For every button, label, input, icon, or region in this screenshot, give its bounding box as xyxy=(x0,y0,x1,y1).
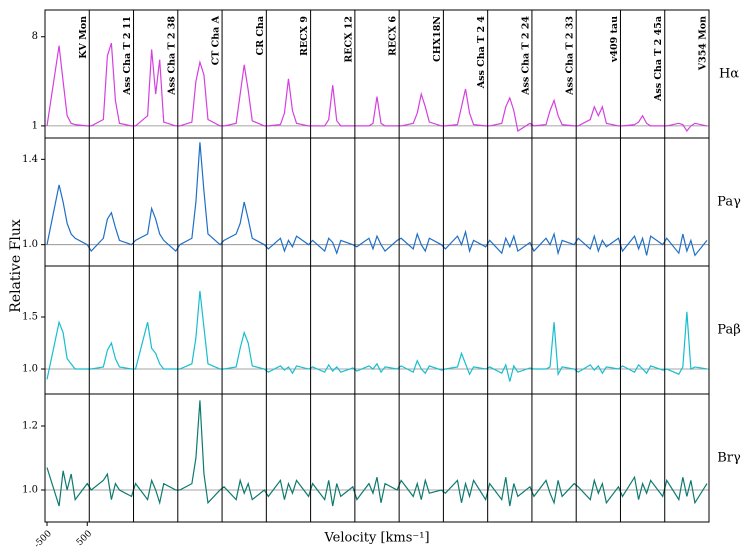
spectrum-line xyxy=(46,290,708,382)
y-tick-label: 1 xyxy=(32,120,38,131)
star-label: CT Cha A xyxy=(211,15,222,65)
y-tick-label: 1.0 xyxy=(22,239,38,250)
spectrum-line xyxy=(46,42,708,133)
x-tick-label: 500 xyxy=(75,529,94,548)
panel-label: Paγ xyxy=(717,195,741,210)
star-label: v409 tau xyxy=(609,16,620,63)
panel-frame xyxy=(44,137,710,267)
y-tick-label: 1.2 xyxy=(22,421,38,432)
star-label: RECX 6 xyxy=(388,16,399,56)
star-label: KV Mon xyxy=(78,16,89,59)
star-label: RECX 9 xyxy=(299,16,310,56)
star-label: V354 Mon xyxy=(698,16,709,71)
y-tick-label: 1.0 xyxy=(22,364,38,375)
star-label: Ass Cha T 2 11 xyxy=(122,16,133,96)
y-tick-label: 1.4 xyxy=(22,154,38,165)
panel-label: Paβ xyxy=(717,323,740,338)
star-label: Ass Cha T 2 4 xyxy=(476,16,487,90)
y-axis-label: Relative Flux xyxy=(8,219,24,313)
y-tick-label: 1.5 xyxy=(22,311,38,322)
x-axis-label: Velocity [kms⁻¹] xyxy=(323,531,429,546)
spectrum-line xyxy=(46,400,708,507)
panel-frame xyxy=(44,393,710,523)
y-tick-label: 1.0 xyxy=(22,485,38,496)
star-label: Ass Cha T 2 45a xyxy=(653,16,664,102)
panel-label: Hα xyxy=(719,67,739,82)
star-label: Ass Cha T 2 24 xyxy=(520,16,531,96)
star-label: CR Cha xyxy=(255,16,266,55)
y-tick-label: 8 xyxy=(32,31,38,42)
panel-frame xyxy=(44,265,710,395)
star-label: Ass Cha T 2 33 xyxy=(565,16,576,96)
panel-label: Brγ xyxy=(717,451,741,466)
x-tick-label: -500 xyxy=(33,529,55,551)
star-label: RECX 12 xyxy=(343,16,354,63)
spectrum-line xyxy=(46,142,708,257)
star-label: Ass Cha T 2 38 xyxy=(166,16,177,96)
star-label: CHX18N xyxy=(432,16,443,62)
